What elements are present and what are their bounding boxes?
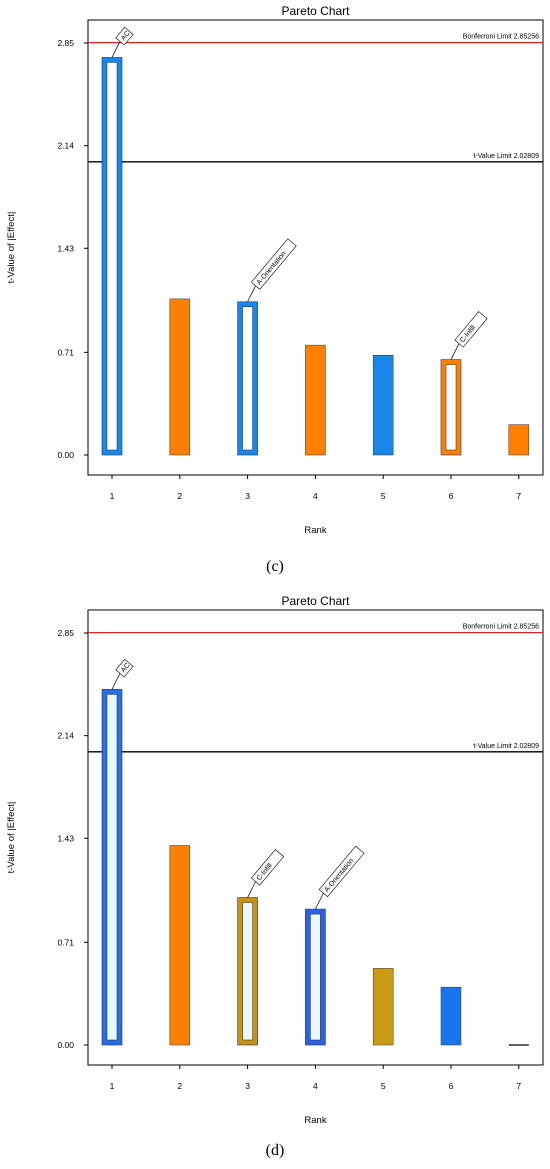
pareto-chart-c: Pareto Chart 0.00 0.71 1.43 2.14 2.85 1 2 3 4 5 6 7 R… bbox=[6, 4, 544, 536]
x-axis-label: Rank bbox=[304, 525, 326, 536]
chart-title: Pareto Chart bbox=[281, 4, 350, 18]
bonferroni-limit-label: Bonferroni Limit 2.85256 bbox=[463, 624, 539, 631]
bar-label: AC bbox=[115, 26, 134, 46]
bar-label-box bbox=[250, 238, 297, 290]
x-tick-label: 3 bbox=[245, 1081, 250, 1091]
bar-label-text: A-Orientation bbox=[323, 858, 355, 894]
bar-inner bbox=[106, 694, 118, 1041]
bar-inner bbox=[242, 902, 253, 1041]
bar bbox=[305, 344, 326, 456]
bar-label: C-Infill bbox=[454, 311, 488, 348]
y-axis-label: t-Value of |Effect| bbox=[6, 212, 17, 284]
y-tick-label: 0.00 bbox=[57, 1040, 74, 1050]
bar-label-leader bbox=[247, 881, 256, 898]
bar-label-leader bbox=[111, 673, 121, 690]
y-tick-label: 2.85 bbox=[57, 628, 74, 638]
x-tick-label: 5 bbox=[381, 491, 386, 501]
bar-label-leader bbox=[450, 343, 460, 360]
bar-label-text: AC bbox=[120, 30, 132, 42]
bar-label-leader bbox=[315, 892, 324, 910]
x-tick-label: 3 bbox=[245, 491, 250, 501]
bar-label-box bbox=[318, 845, 365, 898]
y-tick-label: 0.00 bbox=[57, 450, 74, 460]
bar-inner bbox=[310, 913, 321, 1041]
y-tick-label: 2.85 bbox=[57, 38, 74, 48]
bar-label: A-Orientation bbox=[250, 238, 297, 290]
caption-d: (d) bbox=[265, 1142, 285, 1159]
bar-label: A-Orientation bbox=[318, 845, 365, 898]
x-tick-label: 6 bbox=[449, 1081, 454, 1091]
y-tick-label: 2.14 bbox=[57, 141, 74, 151]
bar-label-box bbox=[115, 658, 134, 678]
bar-inner bbox=[242, 306, 253, 451]
x-tick-label: 1 bbox=[110, 1081, 115, 1091]
bar bbox=[169, 845, 191, 1046]
y-tick-label: 2.14 bbox=[57, 731, 74, 741]
bar bbox=[169, 298, 191, 456]
y-tick-label: 0.71 bbox=[57, 937, 74, 947]
bar-label-text: A-Orientation bbox=[256, 250, 288, 286]
bar bbox=[440, 986, 462, 1046]
x-tick-label: 6 bbox=[449, 491, 454, 501]
bar-inner bbox=[445, 364, 457, 451]
x-tick-label: 2 bbox=[177, 1081, 182, 1091]
x-tick-label: 5 bbox=[381, 1081, 386, 1091]
y-tick-label: 1.43 bbox=[57, 833, 74, 843]
bar-inner bbox=[106, 62, 118, 451]
bar-label: AC bbox=[115, 658, 134, 678]
x-tick-label: 1 bbox=[110, 491, 115, 501]
bar-label-leader bbox=[111, 41, 121, 58]
bar-label: C-Infill bbox=[250, 849, 285, 886]
x-tick-label: 2 bbox=[177, 491, 182, 501]
x-tick-label: 4 bbox=[313, 491, 318, 501]
y-tick-label: 0.71 bbox=[57, 347, 74, 357]
t-value-limit-label: t-Value Limit 2.02809 bbox=[473, 743, 539, 750]
bar-label-leader bbox=[247, 285, 256, 302]
y-tick-label: 1.43 bbox=[57, 243, 74, 253]
x-tick-label: 7 bbox=[516, 491, 521, 501]
bar-label-text: AC bbox=[120, 662, 132, 674]
pareto-chart-d: Pareto Chart 0.00 0.71 1.43 2.14 2.85 1 2 3 4 5 6 7 R… bbox=[6, 594, 544, 1126]
x-tick-label: 7 bbox=[516, 1081, 521, 1091]
bar bbox=[372, 355, 394, 456]
bar-label-box bbox=[454, 311, 488, 348]
chart-title: Pareto Chart bbox=[281, 594, 350, 608]
bar bbox=[508, 424, 530, 456]
bar-label-box bbox=[115, 26, 134, 46]
caption-c: (c) bbox=[266, 558, 284, 575]
bar-label-box bbox=[250, 849, 285, 886]
bar bbox=[372, 968, 394, 1046]
t-value-limit-label: t-Value Limit 2.02809 bbox=[473, 153, 539, 160]
x-tick-label: 4 bbox=[313, 1081, 318, 1091]
y-axis-label: t-Value of |Effect| bbox=[6, 802, 17, 874]
bonferroni-limit-label: Bonferroni Limit 2.85256 bbox=[463, 34, 539, 41]
x-axis-label: Rank bbox=[304, 1115, 326, 1126]
